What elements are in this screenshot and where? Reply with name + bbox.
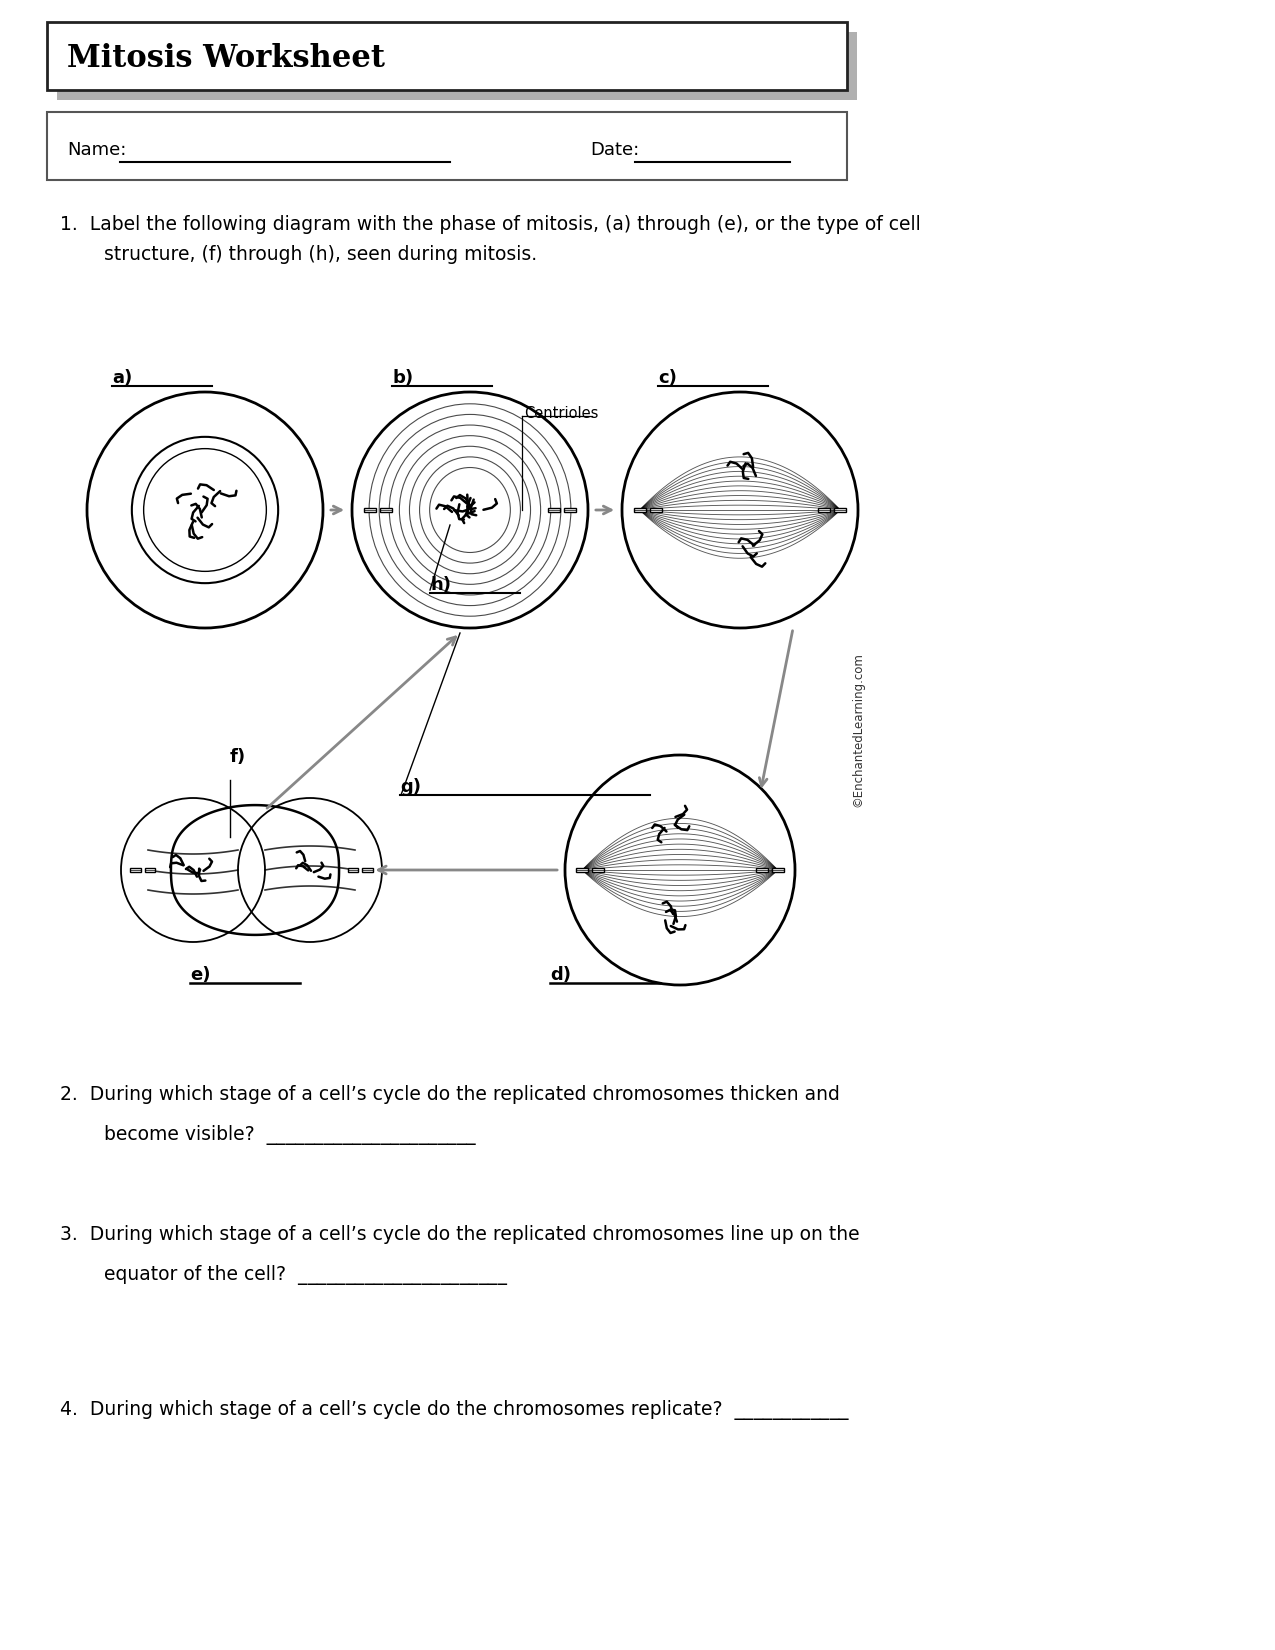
Bar [363, 508, 376, 512]
FancyBboxPatch shape [47, 21, 847, 91]
Circle shape [622, 393, 858, 629]
Text: Date:: Date: [590, 140, 639, 158]
Text: ©EnchantedLearning.com: ©EnchantedLearning.com [852, 652, 864, 807]
Text: g): g) [400, 779, 421, 795]
Text: structure, (f) through (h), seen during mitosis.: structure, (f) through (h), seen during … [74, 244, 537, 264]
Circle shape [87, 393, 323, 629]
Bar [593, 868, 604, 871]
Text: b): b) [391, 370, 413, 388]
Text: 2.  During which stage of a cell’s cycle do the replicated chromosomes thicken a: 2. During which stage of a cell’s cycle … [60, 1086, 840, 1104]
Bar [756, 868, 768, 871]
Polygon shape [171, 805, 339, 936]
Text: Mitosis Worksheet: Mitosis Worksheet [68, 43, 385, 74]
Text: d): d) [550, 965, 571, 983]
Bar [130, 868, 140, 871]
Bar [576, 868, 588, 871]
Text: h): h) [430, 576, 451, 594]
Circle shape [565, 756, 796, 985]
Bar [564, 508, 576, 512]
Text: equator of the cell?  ______________________: equator of the cell? ___________________… [74, 1266, 507, 1285]
Text: 1.  Label the following diagram with the phase of mitosis, (a) through (e), or t: 1. Label the following diagram with the … [60, 214, 921, 234]
FancyBboxPatch shape [57, 31, 857, 101]
Bar [548, 508, 560, 512]
Bar [362, 868, 372, 871]
Bar [834, 508, 847, 512]
Text: 4.  During which stage of a cell’s cycle do the chromosomes replicate?  ________: 4. During which stage of a cell’s cycle … [60, 1399, 848, 1421]
Text: 3.  During which stage of a cell’s cycle do the replicated chromosomes line up o: 3. During which stage of a cell’s cycle … [60, 1224, 859, 1244]
Circle shape [352, 393, 588, 629]
Bar [771, 868, 784, 871]
Bar [819, 508, 830, 512]
Text: become visible?  ______________________: become visible? ______________________ [74, 1125, 476, 1145]
Text: a): a) [112, 370, 133, 388]
Text: e): e) [190, 965, 210, 983]
Bar [650, 508, 662, 512]
Bar [380, 508, 391, 512]
Bar [348, 868, 358, 871]
FancyBboxPatch shape [47, 112, 847, 180]
Text: Name:: Name: [68, 140, 126, 158]
Bar [634, 508, 646, 512]
Bar [144, 868, 156, 871]
Text: Centrioles: Centrioles [524, 406, 598, 421]
Text: f): f) [230, 747, 246, 766]
Text: c): c) [658, 370, 677, 388]
